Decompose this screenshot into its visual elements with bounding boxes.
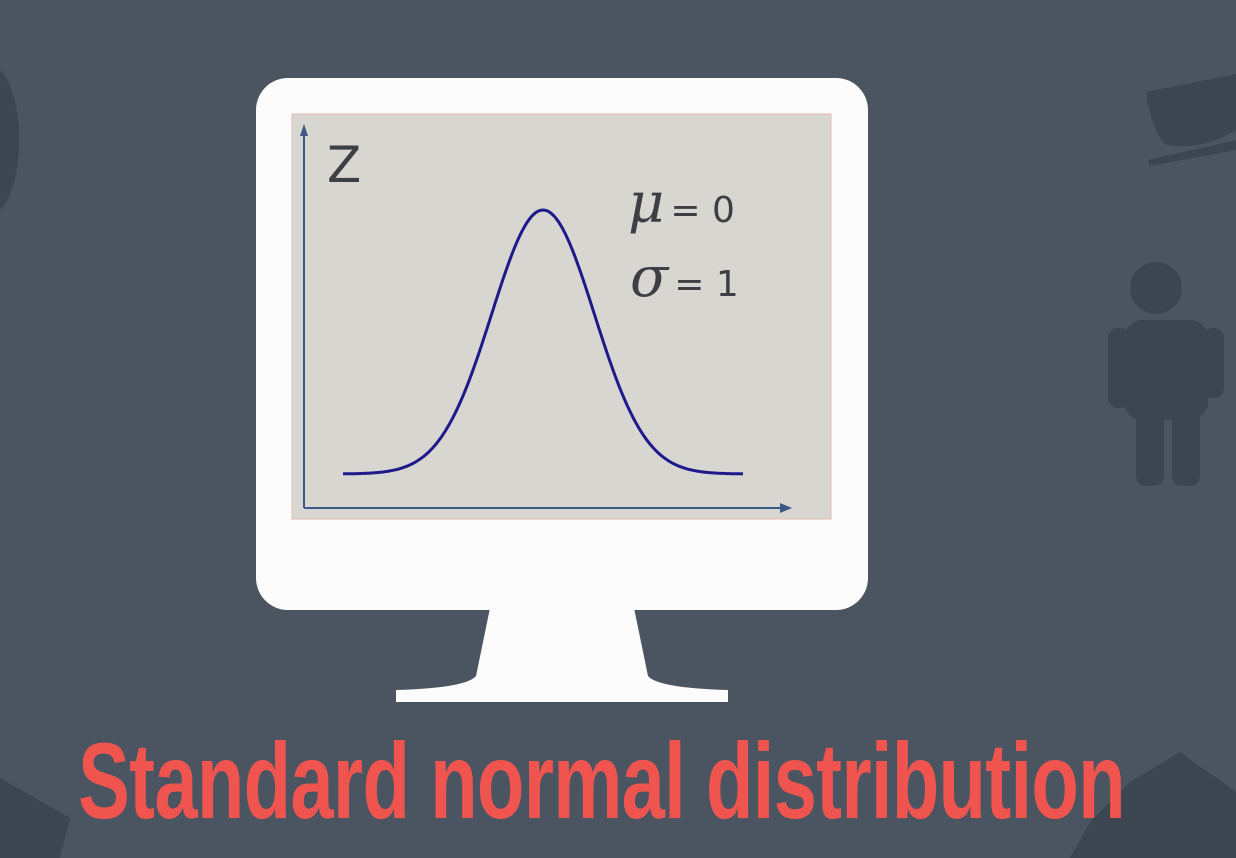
person-icon bbox=[1108, 262, 1224, 486]
mu-value: = 0 bbox=[670, 190, 735, 231]
page-title: Standard normal distribution bbox=[78, 720, 1126, 841]
std-dev-parameter: σ = 1 bbox=[630, 250, 739, 306]
sigma-value: = 1 bbox=[674, 264, 739, 305]
camera-icon bbox=[0, 778, 70, 858]
monitor-stand bbox=[396, 608, 728, 702]
sigma-symbol: σ bbox=[630, 245, 669, 310]
mu-symbol: μ bbox=[628, 171, 665, 236]
monitor-screen bbox=[291, 113, 832, 520]
x-axis-arrow bbox=[780, 503, 792, 513]
y-axis-label: Z bbox=[327, 136, 362, 194]
desk-icon bbox=[1070, 752, 1236, 858]
mean-parameter: μ = 0 bbox=[628, 176, 735, 232]
bell-curve bbox=[342, 208, 744, 476]
y-axis-arrow bbox=[300, 124, 308, 136]
pie-chart-icon bbox=[0, 70, 20, 210]
coffee-cup-icon bbox=[1146, 74, 1236, 166]
